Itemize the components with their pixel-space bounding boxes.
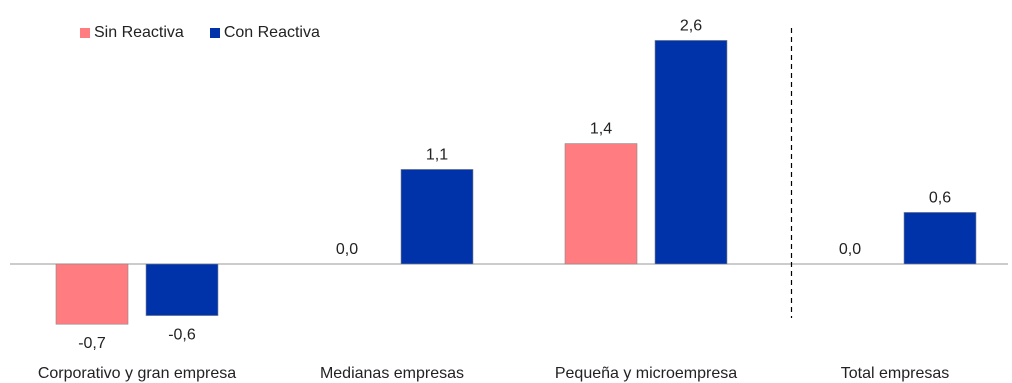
data-label-sin-reactiva-0: -0,7: [78, 335, 106, 352]
category-label-3: Total empresas: [841, 365, 950, 382]
bar-con-reactiva-0: [145, 263, 219, 316]
chart-legend: Sin Reactiva Con Reactiva: [80, 24, 320, 42]
legend-item-con-reactiva: Con Reactiva: [209, 24, 320, 42]
category-label-2: Pequeña y microempresa: [555, 365, 737, 382]
bar-sin-reactiva-0: [55, 263, 129, 325]
data-label-sin-reactiva-1: 0,0: [336, 241, 358, 258]
bar-con-reactiva-2: [654, 40, 728, 265]
data-label-con-reactiva-0: -0,6: [168, 327, 196, 344]
legend-swatch-sin-reactiva: [80, 28, 90, 38]
data-label-sin-reactiva-2: 1,4: [590, 121, 612, 138]
legend-label-con-reactiva: Con Reactiva: [223, 24, 320, 41]
category-label-1: Medianas empresas: [320, 365, 464, 382]
legend-label-sin-reactiva: Sin Reactiva: [94, 24, 184, 41]
bar-con-reactiva-1: [400, 169, 474, 265]
data-label-con-reactiva-2: 2,6: [680, 17, 702, 34]
legend-item-sin-reactiva: Sin Reactiva: [80, 24, 184, 42]
legend-swatch-con-reactiva: [209, 28, 220, 38]
data-label-sin-reactiva-3: 0,0: [839, 241, 861, 258]
bar-con-reactiva-3: [903, 212, 977, 265]
data-label-con-reactiva-3: 0,6: [929, 189, 951, 206]
category-label-0: Corporativo y gran empresa: [38, 365, 236, 382]
data-label-con-reactiva-1: 1,1: [426, 146, 448, 163]
bar-sin-reactiva-2: [564, 143, 638, 265]
